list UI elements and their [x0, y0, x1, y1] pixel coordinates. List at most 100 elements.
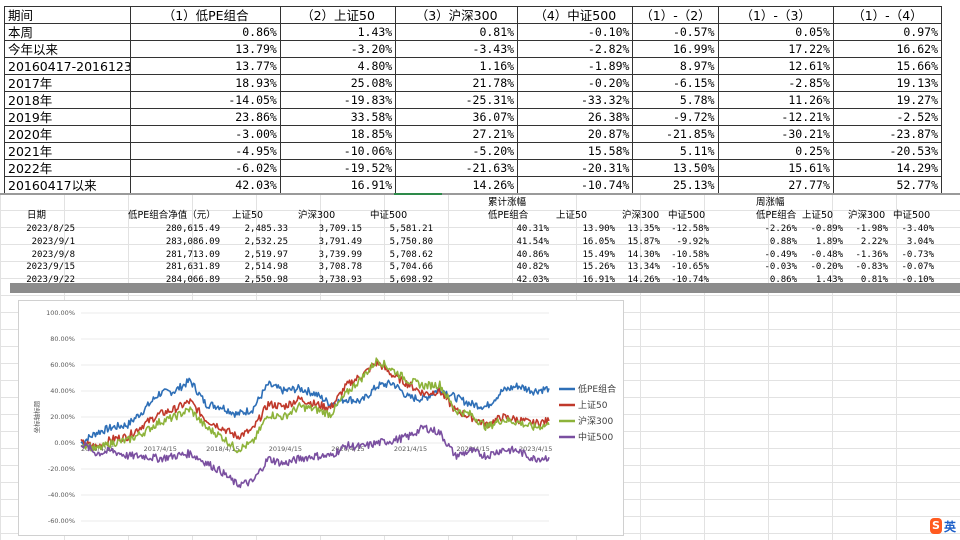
date-cell[interactable]: 2023/9/8: [31, 249, 75, 260]
zz500-cell[interactable]: 5,704.66: [389, 262, 433, 273]
value-cell: 21.78%: [395, 74, 519, 92]
value-cell: 0.86%: [130, 23, 281, 41]
spreadsheet-area[interactable]: 累计涨幅 周涨幅 日期 低PE组合净值（元） 上证50 沪深300 中证500 …: [0, 193, 960, 540]
table-row: 2017年 18.93% 25.08% 21.78% -0.20% -6.15% -2.85…: [3, 74, 943, 92]
nav-cell[interactable]: 280,615.49: [165, 224, 220, 234]
cum-zz500-cell[interactable]: -10.58%: [671, 249, 709, 260]
wk-lowpe-cell[interactable]: 0.86%: [769, 275, 797, 286]
value-cell: -19.52%: [279, 159, 397, 177]
value-cell: 36.07%: [395, 108, 519, 126]
zz500-cell[interactable]: 5,698.92: [389, 275, 433, 286]
cum-lowpe-cell[interactable]: 40.31%: [516, 224, 549, 234]
hs300-cell[interactable]: 3,738.93: [318, 275, 362, 286]
value-cell: 14.26%: [395, 176, 519, 194]
header-cell: （4）中证500: [517, 6, 634, 24]
wk-sz50-cell[interactable]: -0.89%: [810, 224, 843, 234]
value-cell: 1.16%: [395, 57, 519, 75]
cum-hs300-cell[interactable]: 14.30%: [627, 249, 660, 260]
wk-zz500-cell[interactable]: -3.40%: [901, 224, 934, 234]
wk-hs300-cell[interactable]: -0.83%: [855, 262, 888, 273]
wk-zz500-cell[interactable]: -0.07%: [901, 262, 934, 273]
x-tick-label: 2018/4/15: [206, 445, 239, 453]
cum-zz500-cell[interactable]: -10.74%: [671, 275, 709, 286]
chart-svg: 100.00% 80.00% 60.00% 40.00% 20.00% 0.00% -20.…: [32, 309, 616, 525]
zz500-cell[interactable]: 5,581.21: [389, 224, 433, 234]
col-wk-zz500-header: 中证500: [893, 210, 931, 221]
date-cell[interactable]: 2023/9/22: [26, 275, 75, 286]
value-cell: 42.03%: [130, 176, 281, 194]
wk-hs300-cell[interactable]: -1.98%: [855, 224, 888, 234]
cum-hs300-cell[interactable]: 15.87%: [627, 236, 660, 247]
col-nav-header: 低PE组合净值（元）: [128, 210, 216, 221]
weekly-header: 周涨幅: [756, 197, 785, 208]
col-wk-sz50-header: 上证50: [802, 210, 834, 221]
date-cell[interactable]: 2023/9/1: [31, 236, 75, 247]
cum-zz500-cell[interactable]: -9.92%: [676, 236, 709, 247]
nav-cell[interactable]: 283,086.09: [165, 236, 220, 247]
series-line-3: [80, 424, 550, 489]
zz500-cell[interactable]: 5,750.80: [389, 236, 433, 247]
wk-hs300-cell[interactable]: 0.81%: [860, 275, 888, 286]
wk-lowpe-cell[interactable]: -2.26%: [764, 224, 797, 234]
date-cell[interactable]: 2023/9/15: [26, 262, 75, 273]
value-cell: -23.87%: [832, 125, 943, 143]
wk-sz50-cell[interactable]: 1.43%: [815, 275, 843, 286]
hs300-cell[interactable]: 3,739.99: [318, 249, 362, 260]
header-cell: 期间: [3, 6, 132, 24]
y-tick-label: 100.00%: [46, 309, 75, 317]
cum-sz50-cell[interactable]: 16.91%: [582, 275, 615, 286]
period-cell: 20160417以来: [3, 176, 132, 194]
cum-lowpe-cell[interactable]: 41.54%: [516, 236, 549, 247]
nav-cell[interactable]: 284,066.89: [165, 275, 220, 286]
value-cell: -33.32%: [517, 91, 634, 109]
wk-lowpe-cell[interactable]: 0.88%: [769, 236, 797, 247]
zz500-cell[interactable]: 5,708.62: [389, 249, 433, 260]
sz50-cell[interactable]: 2,550.98: [244, 275, 288, 286]
wk-sz50-cell[interactable]: -0.48%: [810, 249, 843, 260]
cum-zz500-cell[interactable]: -12.58%: [671, 224, 709, 234]
table-row: 2021年 -4.95% -10.06% -5.20% 15.58% 5.11% 0.25%…: [3, 142, 943, 160]
header-cell: （1）-（2）: [632, 6, 719, 24]
wk-zz500-cell[interactable]: -0.73%: [901, 249, 934, 260]
table-row: 20160417以来 42.03% 16.91% 14.26% -10.74% 25.13…: [3, 176, 943, 194]
ime-indicator[interactable]: S 英: [930, 516, 956, 536]
value-cell: 27.21%: [395, 125, 519, 143]
cum-sz50-cell[interactable]: 13.90%: [582, 224, 615, 234]
cum-sz50-cell[interactable]: 15.49%: [582, 249, 615, 260]
hs300-cell[interactable]: 3,791.49: [318, 236, 362, 247]
nav-cell[interactable]: 281,631.89: [165, 262, 220, 273]
value-cell: -2.52%: [832, 108, 943, 126]
wk-hs300-cell[interactable]: 2.22%: [860, 236, 888, 247]
header-cell: （1）-（3）: [717, 6, 834, 24]
sz50-cell[interactable]: 2,514.98: [244, 262, 288, 273]
col-cum-lowpe-header: 低PE组合: [488, 210, 529, 221]
hs300-cell[interactable]: 3,709.15: [318, 224, 362, 234]
sz50-cell[interactable]: 2,532.25: [244, 236, 288, 247]
cum-hs300-cell[interactable]: 14.26%: [627, 275, 660, 286]
nav-cell[interactable]: 281,713.09: [165, 249, 220, 260]
wk-lowpe-cell[interactable]: -0.03%: [764, 262, 797, 273]
value-cell: 13.50%: [632, 159, 719, 177]
wk-zz500-cell[interactable]: -0.10%: [901, 275, 934, 286]
wk-zz500-cell[interactable]: 3.04%: [906, 236, 934, 247]
value-cell: 27.77%: [717, 176, 834, 194]
hs300-cell[interactable]: 3,708.78: [318, 262, 362, 273]
cum-lowpe-cell[interactable]: 42.03%: [516, 275, 549, 286]
sz50-cell[interactable]: 2,485.33: [244, 224, 288, 234]
cum-zz500-cell[interactable]: -10.65%: [671, 262, 709, 273]
sz50-cell[interactable]: 2,519.97: [244, 249, 288, 260]
wk-lowpe-cell[interactable]: -0.49%: [764, 249, 797, 260]
cum-lowpe-cell[interactable]: 40.82%: [516, 262, 549, 273]
cum-lowpe-cell[interactable]: 40.86%: [516, 249, 549, 260]
cum-sz50-cell[interactable]: 16.05%: [582, 236, 615, 247]
wk-sz50-cell[interactable]: 1.89%: [815, 236, 843, 247]
cum-sz50-cell[interactable]: 15.26%: [582, 262, 615, 273]
cum-hs300-cell[interactable]: 13.35%: [627, 224, 660, 234]
line-chart[interactable]: 100.00% 80.00% 60.00% 40.00% 20.00% 0.00% -20.…: [18, 300, 624, 536]
date-cell[interactable]: 2023/8/25: [26, 224, 75, 234]
value-cell: -3.00%: [130, 125, 281, 143]
cum-hs300-cell[interactable]: 13.34%: [627, 262, 660, 273]
wk-sz50-cell[interactable]: -0.20%: [810, 262, 843, 273]
wk-hs300-cell[interactable]: -1.36%: [855, 249, 888, 260]
period-cell: 2018年: [3, 91, 132, 109]
